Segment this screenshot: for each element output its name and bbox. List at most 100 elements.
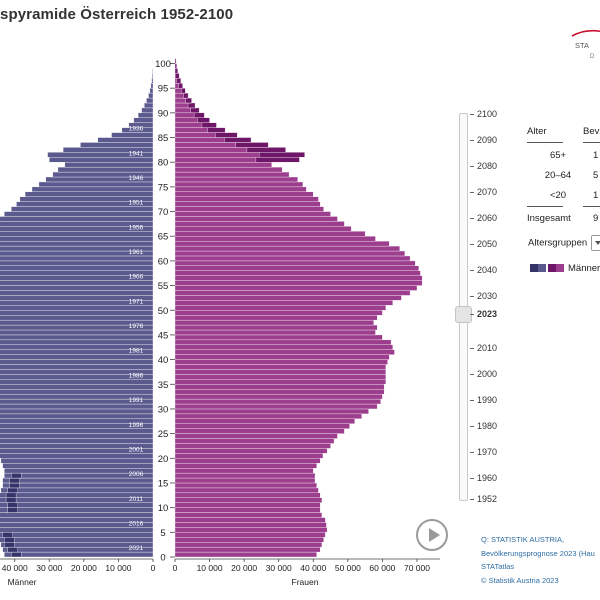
female-bar [174, 201, 321, 207]
male-bar [0, 502, 154, 508]
female-bar [174, 403, 378, 410]
female-bar [174, 551, 317, 558]
year-tick-label[interactable]: 2060 [470, 213, 497, 223]
birth-year-label: 1936 [129, 126, 144, 133]
year-tick-label[interactable]: 1970 [470, 447, 497, 457]
female-x-tick-label: 0 [173, 563, 178, 573]
female-bar [174, 216, 338, 222]
female-bar [174, 206, 324, 212]
age-tick-label: 15 [158, 478, 169, 489]
year-tick-label[interactable]: 2023 [470, 309, 497, 319]
female-bar [174, 492, 321, 498]
male-dark-bar [9, 477, 20, 484]
female-bar [174, 423, 350, 429]
female-dark-bar [185, 97, 192, 104]
female-dark-bar [174, 63, 177, 69]
male-bar [0, 285, 154, 291]
female-bar [174, 393, 383, 400]
source-line[interactable]: Bevölkerungsprognose 2023 (Hau [481, 548, 595, 558]
age-tick-label: 95 [158, 84, 169, 95]
legend-label-male: Männer [568, 263, 600, 274]
female-bar [174, 443, 331, 449]
year-tick-label[interactable]: 2100 [470, 109, 497, 119]
age-tick-label: 70 [158, 207, 169, 218]
female-dark-bar [207, 127, 226, 133]
male-bar [0, 236, 154, 242]
stats-row-label: <20 [549, 190, 567, 201]
female-bar [174, 546, 321, 553]
male-bar [149, 88, 154, 94]
birth-year-label: 1971 [129, 298, 144, 305]
year-tick-label[interactable]: 2010 [470, 343, 497, 353]
source-line[interactable]: Q: STATISTIK AUSTRIA, [481, 535, 565, 544]
birth-year-label: 1976 [129, 323, 144, 330]
year-tick-label[interactable]: 2070 [470, 187, 497, 197]
source-line[interactable]: STATatlas [481, 562, 515, 571]
female-bar [174, 275, 423, 281]
male-bar [0, 512, 154, 518]
year-tick-label[interactable]: 2030 [470, 291, 497, 301]
altersgruppen-dropdown[interactable] [591, 235, 600, 251]
female-bar [174, 374, 387, 380]
legend-swatch-female [556, 264, 564, 273]
year-tick-label[interactable]: 1990 [470, 395, 497, 405]
male-bar [31, 186, 154, 192]
age-tick-label: 80 [158, 158, 169, 169]
female-bar [174, 329, 376, 336]
female-bar [174, 453, 324, 459]
male-bar [0, 527, 154, 533]
female-bar [174, 369, 387, 375]
age-tick-label: 60 [158, 256, 169, 267]
female-bar [174, 497, 323, 503]
male-bar [0, 408, 154, 415]
male-dark-bar [5, 497, 17, 503]
male-dark-bar [4, 542, 15, 548]
year-tick-label[interactable]: 1960 [470, 473, 497, 483]
male-bar [150, 83, 154, 89]
age-tick-label: 75 [158, 182, 169, 193]
male-dark-bar [7, 546, 18, 553]
male-bar [137, 112, 154, 118]
male-bar [152, 68, 154, 74]
birth-year-label: 1961 [129, 249, 144, 256]
female-bar [174, 171, 290, 178]
female-bar [174, 300, 393, 306]
male-bar [0, 458, 154, 464]
female-bar [174, 196, 319, 202]
birth-year-label: 1986 [129, 372, 144, 379]
female-bar [174, 413, 362, 419]
male-bar [148, 92, 154, 99]
male-dark-bar [7, 487, 18, 494]
female-bar [174, 265, 419, 271]
stats-total-value: 9 [593, 213, 599, 224]
age-tick-label: 50 [158, 306, 169, 317]
female-bar [174, 260, 416, 267]
female-bar [174, 280, 423, 286]
male-bar [0, 290, 154, 296]
male-x-tick-label: 10 000 [105, 563, 131, 573]
year-tick-label[interactable]: 1980 [470, 421, 497, 431]
year-tick-label[interactable]: 2000 [470, 369, 497, 379]
male-bar [144, 102, 154, 109]
year-tick-label[interactable]: 1952 [470, 494, 497, 504]
male-dark-bar [11, 551, 22, 558]
male-bar [0, 310, 154, 316]
play-button[interactable] [416, 519, 448, 551]
male-bar [0, 379, 154, 385]
year-tick-label[interactable]: 2090 [470, 135, 497, 145]
female-bar [174, 245, 400, 252]
source-line[interactable]: © Statistik Austria 2023 [481, 575, 559, 585]
female-bar [174, 532, 326, 538]
year-tick-label[interactable]: 2050 [470, 239, 497, 249]
birth-year-label: 1956 [129, 224, 144, 231]
female-axis-label: Frauen [292, 577, 319, 587]
female-bar [174, 433, 338, 439]
year-tick-label[interactable]: 2040 [470, 265, 497, 275]
male-bar [0, 329, 154, 336]
year-tick-label[interactable]: 2080 [470, 161, 497, 171]
age-tick-label: 45 [158, 330, 169, 341]
male-bar [141, 107, 154, 114]
male-bar [49, 157, 154, 163]
female-bar [174, 384, 385, 390]
legend: Männer [530, 263, 600, 274]
